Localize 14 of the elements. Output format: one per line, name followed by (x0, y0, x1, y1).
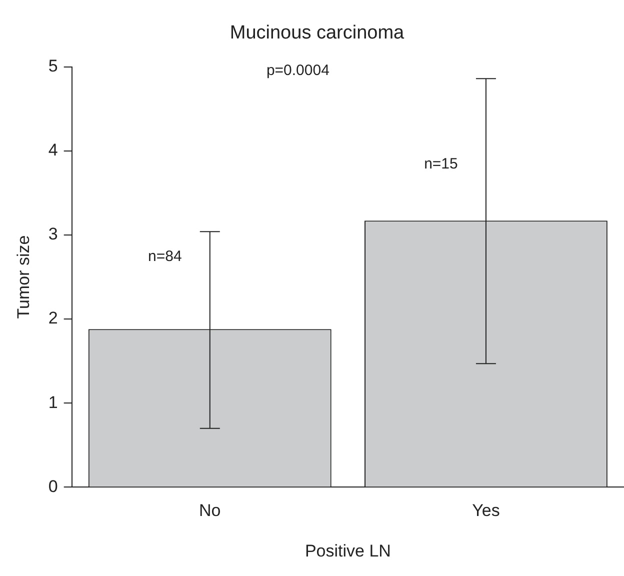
y-tick-label: 3 (48, 224, 58, 244)
chart-title: Mucinous carcinoma (230, 22, 405, 44)
y-tick-label: 1 (48, 392, 58, 412)
y-tick-label: 5 (48, 56, 58, 76)
y-tick-label: 4 (48, 140, 58, 160)
x-axis-title: Positive LN (304, 541, 391, 560)
annotation: n=84 (148, 248, 182, 265)
x-tick-label: No (199, 501, 221, 520)
y-tick-label: 2 (48, 308, 58, 328)
y-axis-title: Tumor size (14, 235, 33, 319)
annotation: n=15 (424, 155, 458, 172)
annotation: p=0.0004 (266, 62, 330, 79)
y-tick-label: 0 (48, 476, 58, 496)
x-tick-label: Yes (472, 501, 500, 520)
